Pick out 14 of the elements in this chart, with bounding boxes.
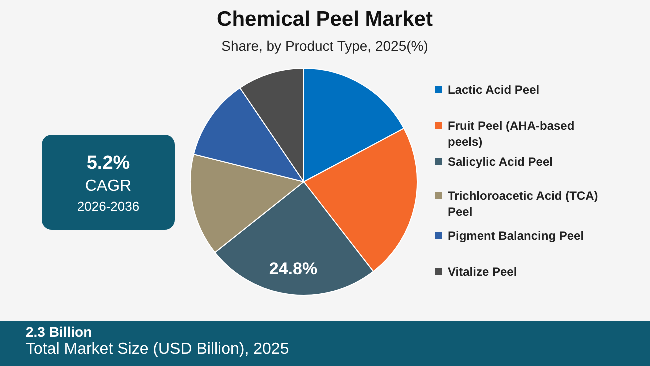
text: 5.2% bbox=[86, 153, 132, 175]
legend-label: Fruit Peel (AHA-based peels) bbox=[448, 118, 576, 150]
text: 2.3 Billion bbox=[26, 324, 92, 340]
chart-subtitle: Share, by Product Type, 2025(%) bbox=[220, 38, 430, 54]
legend-label: Trichloroacetic Acid (TCA) Peel bbox=[448, 188, 600, 220]
text: CAGR bbox=[84, 178, 133, 196]
text: Total Market Size (USD Billion), 2025 bbox=[26, 341, 290, 359]
legend-label: Lactic Acid Peel bbox=[448, 82, 541, 98]
data-label: 24.8% bbox=[269, 260, 318, 279]
chart-title: Chemical Peel Market bbox=[216, 8, 434, 32]
legend-label: Salicylic Acid Peel bbox=[448, 154, 554, 170]
legend-label: Pigment Balancing Peel bbox=[448, 228, 586, 244]
text: 2026-2036 bbox=[76, 199, 141, 214]
legend-label: Vitalize Peel bbox=[448, 264, 518, 280]
